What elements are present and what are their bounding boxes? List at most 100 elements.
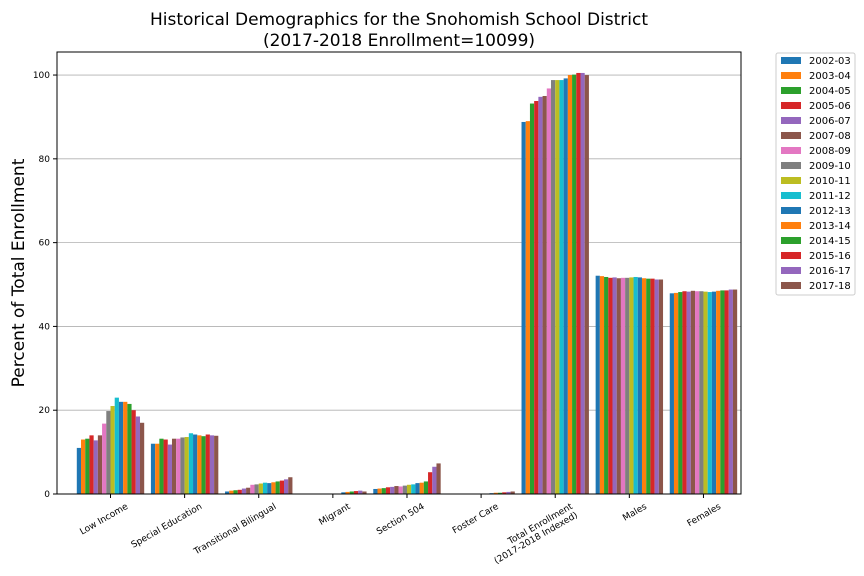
bar xyxy=(188,433,194,494)
bar xyxy=(563,78,568,494)
bar xyxy=(398,486,403,494)
bar xyxy=(637,277,642,494)
bar xyxy=(250,484,255,494)
bar xyxy=(345,491,350,494)
bar xyxy=(180,437,185,494)
legend-label: 2013-14 xyxy=(809,221,851,232)
bar xyxy=(432,466,437,494)
bar xyxy=(707,292,712,494)
bar xyxy=(258,483,263,494)
x-tick-label: Total Enrollment(2017-2018 Indexed) xyxy=(488,502,580,567)
y-axis-ticks: 0 20 40 60 80 100 xyxy=(33,71,57,500)
bars xyxy=(76,72,738,495)
x-tick-label: Males xyxy=(621,502,649,524)
bar xyxy=(118,401,124,494)
legend-swatch xyxy=(781,147,801,154)
bar xyxy=(89,435,94,494)
bar xyxy=(402,485,407,494)
legend-label: 2011-12 xyxy=(809,191,851,202)
bar xyxy=(93,440,98,494)
bar xyxy=(81,439,86,494)
bar xyxy=(377,488,382,494)
bar xyxy=(225,491,230,494)
legend-swatch xyxy=(781,177,801,184)
legend-label: 2009-10 xyxy=(809,161,851,172)
bar xyxy=(633,276,638,494)
bar xyxy=(616,278,621,494)
y-axis-label: Percent of Total Enrollment xyxy=(9,158,29,387)
bar xyxy=(254,484,259,494)
bar xyxy=(131,410,136,494)
x-tick-label-line: Special Education xyxy=(130,502,204,551)
bar xyxy=(428,472,433,494)
bar xyxy=(658,279,664,494)
bar xyxy=(123,401,128,494)
bar xyxy=(110,406,115,494)
bar xyxy=(167,444,172,494)
x-axis-ticks: Low Income Special EducationTransitional … xyxy=(78,494,723,567)
legend-label: 2002-03 xyxy=(809,56,851,67)
bar xyxy=(209,435,215,494)
legend-swatch xyxy=(781,237,801,244)
bar xyxy=(349,491,354,494)
bar xyxy=(529,103,535,495)
bar xyxy=(275,481,280,494)
bar xyxy=(205,434,210,494)
bar xyxy=(551,80,556,495)
bar xyxy=(241,488,247,494)
legend-box xyxy=(775,52,856,296)
bar xyxy=(599,276,605,494)
bar xyxy=(673,292,679,494)
bar xyxy=(150,443,156,494)
bar xyxy=(506,491,511,494)
x-tick-label-line: Section 504 xyxy=(375,502,427,538)
bar xyxy=(641,278,647,494)
bar xyxy=(576,72,581,494)
legend-swatch xyxy=(781,162,801,169)
x-tick-label: Special Education xyxy=(130,502,204,551)
bar xyxy=(629,277,634,494)
x-tick-label: Foster Care xyxy=(451,502,501,537)
x-tick-label-line: Transitional Bilingual xyxy=(192,502,279,558)
bar xyxy=(595,275,600,494)
bar xyxy=(267,483,272,494)
legend-swatch xyxy=(781,87,801,94)
legend-swatch xyxy=(781,132,801,139)
bar xyxy=(373,488,378,494)
bar xyxy=(423,481,429,494)
legend-label: 2012-13 xyxy=(809,206,851,217)
bar xyxy=(415,483,420,494)
x-tick-label: Low Income xyxy=(78,502,130,538)
bar xyxy=(271,482,276,494)
y-tick-label: 100 xyxy=(33,71,50,81)
bar xyxy=(703,291,708,494)
bar xyxy=(176,438,181,494)
chart-title-line-2: (2017-2018 Enrollment=10099) xyxy=(263,31,535,51)
bar xyxy=(159,438,164,494)
bar xyxy=(76,447,82,494)
bar xyxy=(135,416,140,494)
x-tick-label-line: Migrant xyxy=(318,502,353,528)
bar xyxy=(580,72,585,494)
bar xyxy=(682,291,687,494)
x-tick-label-line: Low Income xyxy=(78,502,130,538)
bar xyxy=(497,492,503,494)
legend-label: 2007-08 xyxy=(809,131,851,142)
y-tick-label: 40 xyxy=(39,322,51,332)
bar xyxy=(711,291,717,494)
bar xyxy=(406,484,412,494)
bar xyxy=(699,291,704,494)
x-tick-label-line: Males xyxy=(621,502,649,524)
bar xyxy=(732,289,738,494)
bar xyxy=(654,279,659,494)
bar xyxy=(362,491,367,494)
bar xyxy=(650,278,655,494)
bar xyxy=(155,443,160,494)
bar xyxy=(127,403,132,494)
legend-label: 2014-15 xyxy=(809,236,851,247)
bar xyxy=(102,423,107,494)
bar xyxy=(246,487,251,494)
bar xyxy=(411,484,416,494)
bar xyxy=(284,479,289,494)
